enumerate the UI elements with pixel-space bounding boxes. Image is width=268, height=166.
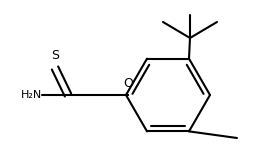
Text: S: S [51, 49, 59, 62]
Text: O: O [123, 77, 133, 90]
Text: H₂N: H₂N [21, 90, 43, 100]
